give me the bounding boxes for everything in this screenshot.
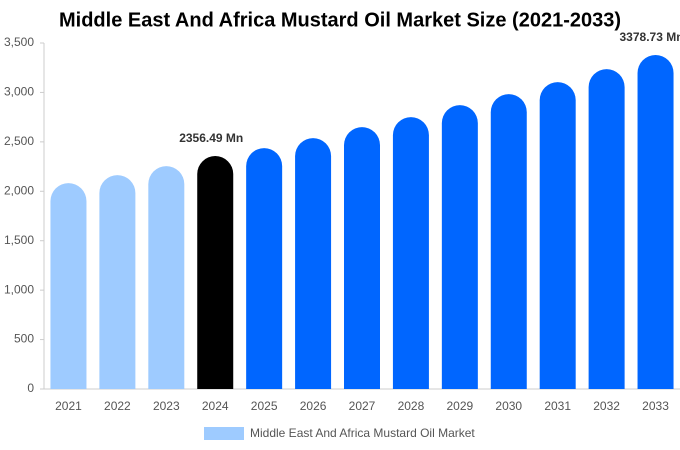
x-tick-label: 2026	[300, 399, 327, 413]
bar	[392, 117, 429, 389]
bar	[539, 82, 576, 389]
value-label: 3378.73 Mn	[620, 30, 680, 44]
x-tick-label: 2023	[153, 399, 180, 413]
bar	[197, 156, 234, 389]
value-label: 2356.49 Mn	[179, 131, 243, 145]
bar	[295, 138, 332, 389]
x-tick-label: 2025	[251, 399, 278, 413]
bar	[490, 94, 527, 390]
bar	[344, 127, 380, 390]
chart-title: Middle East And Africa Mustard Oil Marke…	[59, 9, 621, 31]
y-tick-label: 3,000	[4, 85, 34, 99]
y-tick-label: 2,000	[4, 183, 34, 197]
x-tick-label: 2033	[642, 399, 669, 413]
y-tick-label: 0	[27, 381, 34, 395]
x-tick-label: 2032	[593, 399, 620, 413]
x-tick-label: 2029	[446, 399, 473, 413]
bar	[148, 166, 185, 389]
x-tick-label: 2024	[202, 399, 229, 413]
legend-swatch	[204, 427, 244, 440]
bar	[50, 183, 87, 389]
bar	[246, 148, 283, 389]
bar	[588, 69, 625, 389]
x-tick-label: 2027	[349, 399, 376, 413]
x-tick-label: 2028	[398, 399, 425, 413]
y-tick-label: 500	[14, 332, 34, 346]
bar	[441, 105, 478, 390]
x-tick-label: 2021	[55, 399, 82, 413]
legend-label: Middle East And Africa Mustard Oil Marke…	[250, 426, 475, 440]
bar	[637, 54, 674, 389]
y-tick-label: 1,000	[4, 282, 34, 296]
x-tick-label: 2022	[104, 399, 131, 413]
y-tick-label: 1,500	[4, 233, 34, 247]
x-tick-label: 2031	[544, 399, 571, 413]
bar	[99, 175, 136, 389]
y-tick-label: 3,500	[4, 35, 34, 49]
x-tick-label: 2030	[495, 399, 522, 413]
y-tick-label: 2,500	[4, 134, 34, 148]
